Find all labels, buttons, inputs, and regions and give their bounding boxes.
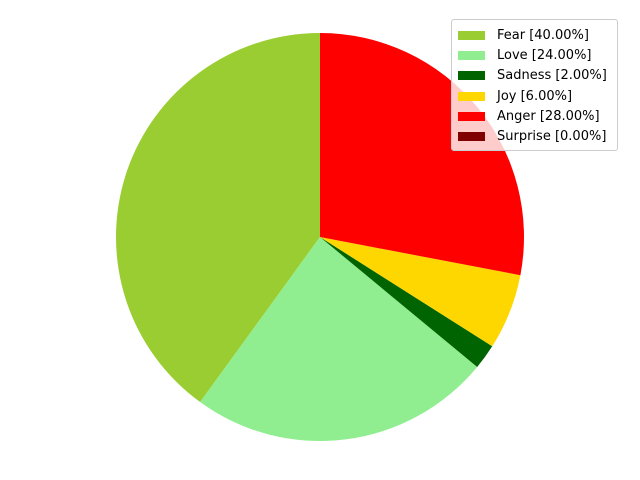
slice-joy [320, 237, 521, 347]
legend: Fear [40.00%] Love [24.00%] Sadness [2.00%… [451, 19, 618, 151]
legend-label-sadness: Sadness [2.00%] [497, 68, 607, 84]
legend-item-joy: Joy [6.00%] [458, 86, 617, 106]
legend-label-fear: Fear [40.00%] [497, 27, 589, 43]
slice-anger [320, 33, 525, 276]
legend-item-surprise: Surprise [0.00%] [458, 126, 617, 146]
slice-sadness [320, 237, 493, 368]
legend-item-anger: Anger [28.00%] [458, 106, 617, 126]
legend-label-surprise: Surprise [0.00%] [497, 129, 607, 145]
legend-swatch-fear [458, 30, 485, 40]
slice-fear [115, 33, 320, 403]
legend-swatch-surprise [458, 132, 485, 142]
legend-label-anger: Anger [28.00%] [497, 108, 600, 124]
legend-label-joy: Joy [6.00%] [497, 88, 573, 104]
legend-label-love: Love [24.00%] [497, 47, 592, 63]
legend-item-love: Love [24.00%] [458, 45, 617, 65]
slice-love [200, 237, 478, 441]
legend-item-fear: Fear [40.00%] [458, 25, 617, 45]
legend-item-sadness: Sadness [2.00%] [458, 66, 617, 86]
legend-swatch-joy [458, 91, 485, 101]
legend-items: Fear [40.00%] Love [24.00%] Sadness [2.00%… [458, 25, 617, 147]
legend-swatch-sadness [458, 71, 485, 81]
legend-swatch-anger [458, 111, 485, 121]
legend-swatch-love [458, 50, 485, 60]
pie-slices [115, 33, 525, 441]
